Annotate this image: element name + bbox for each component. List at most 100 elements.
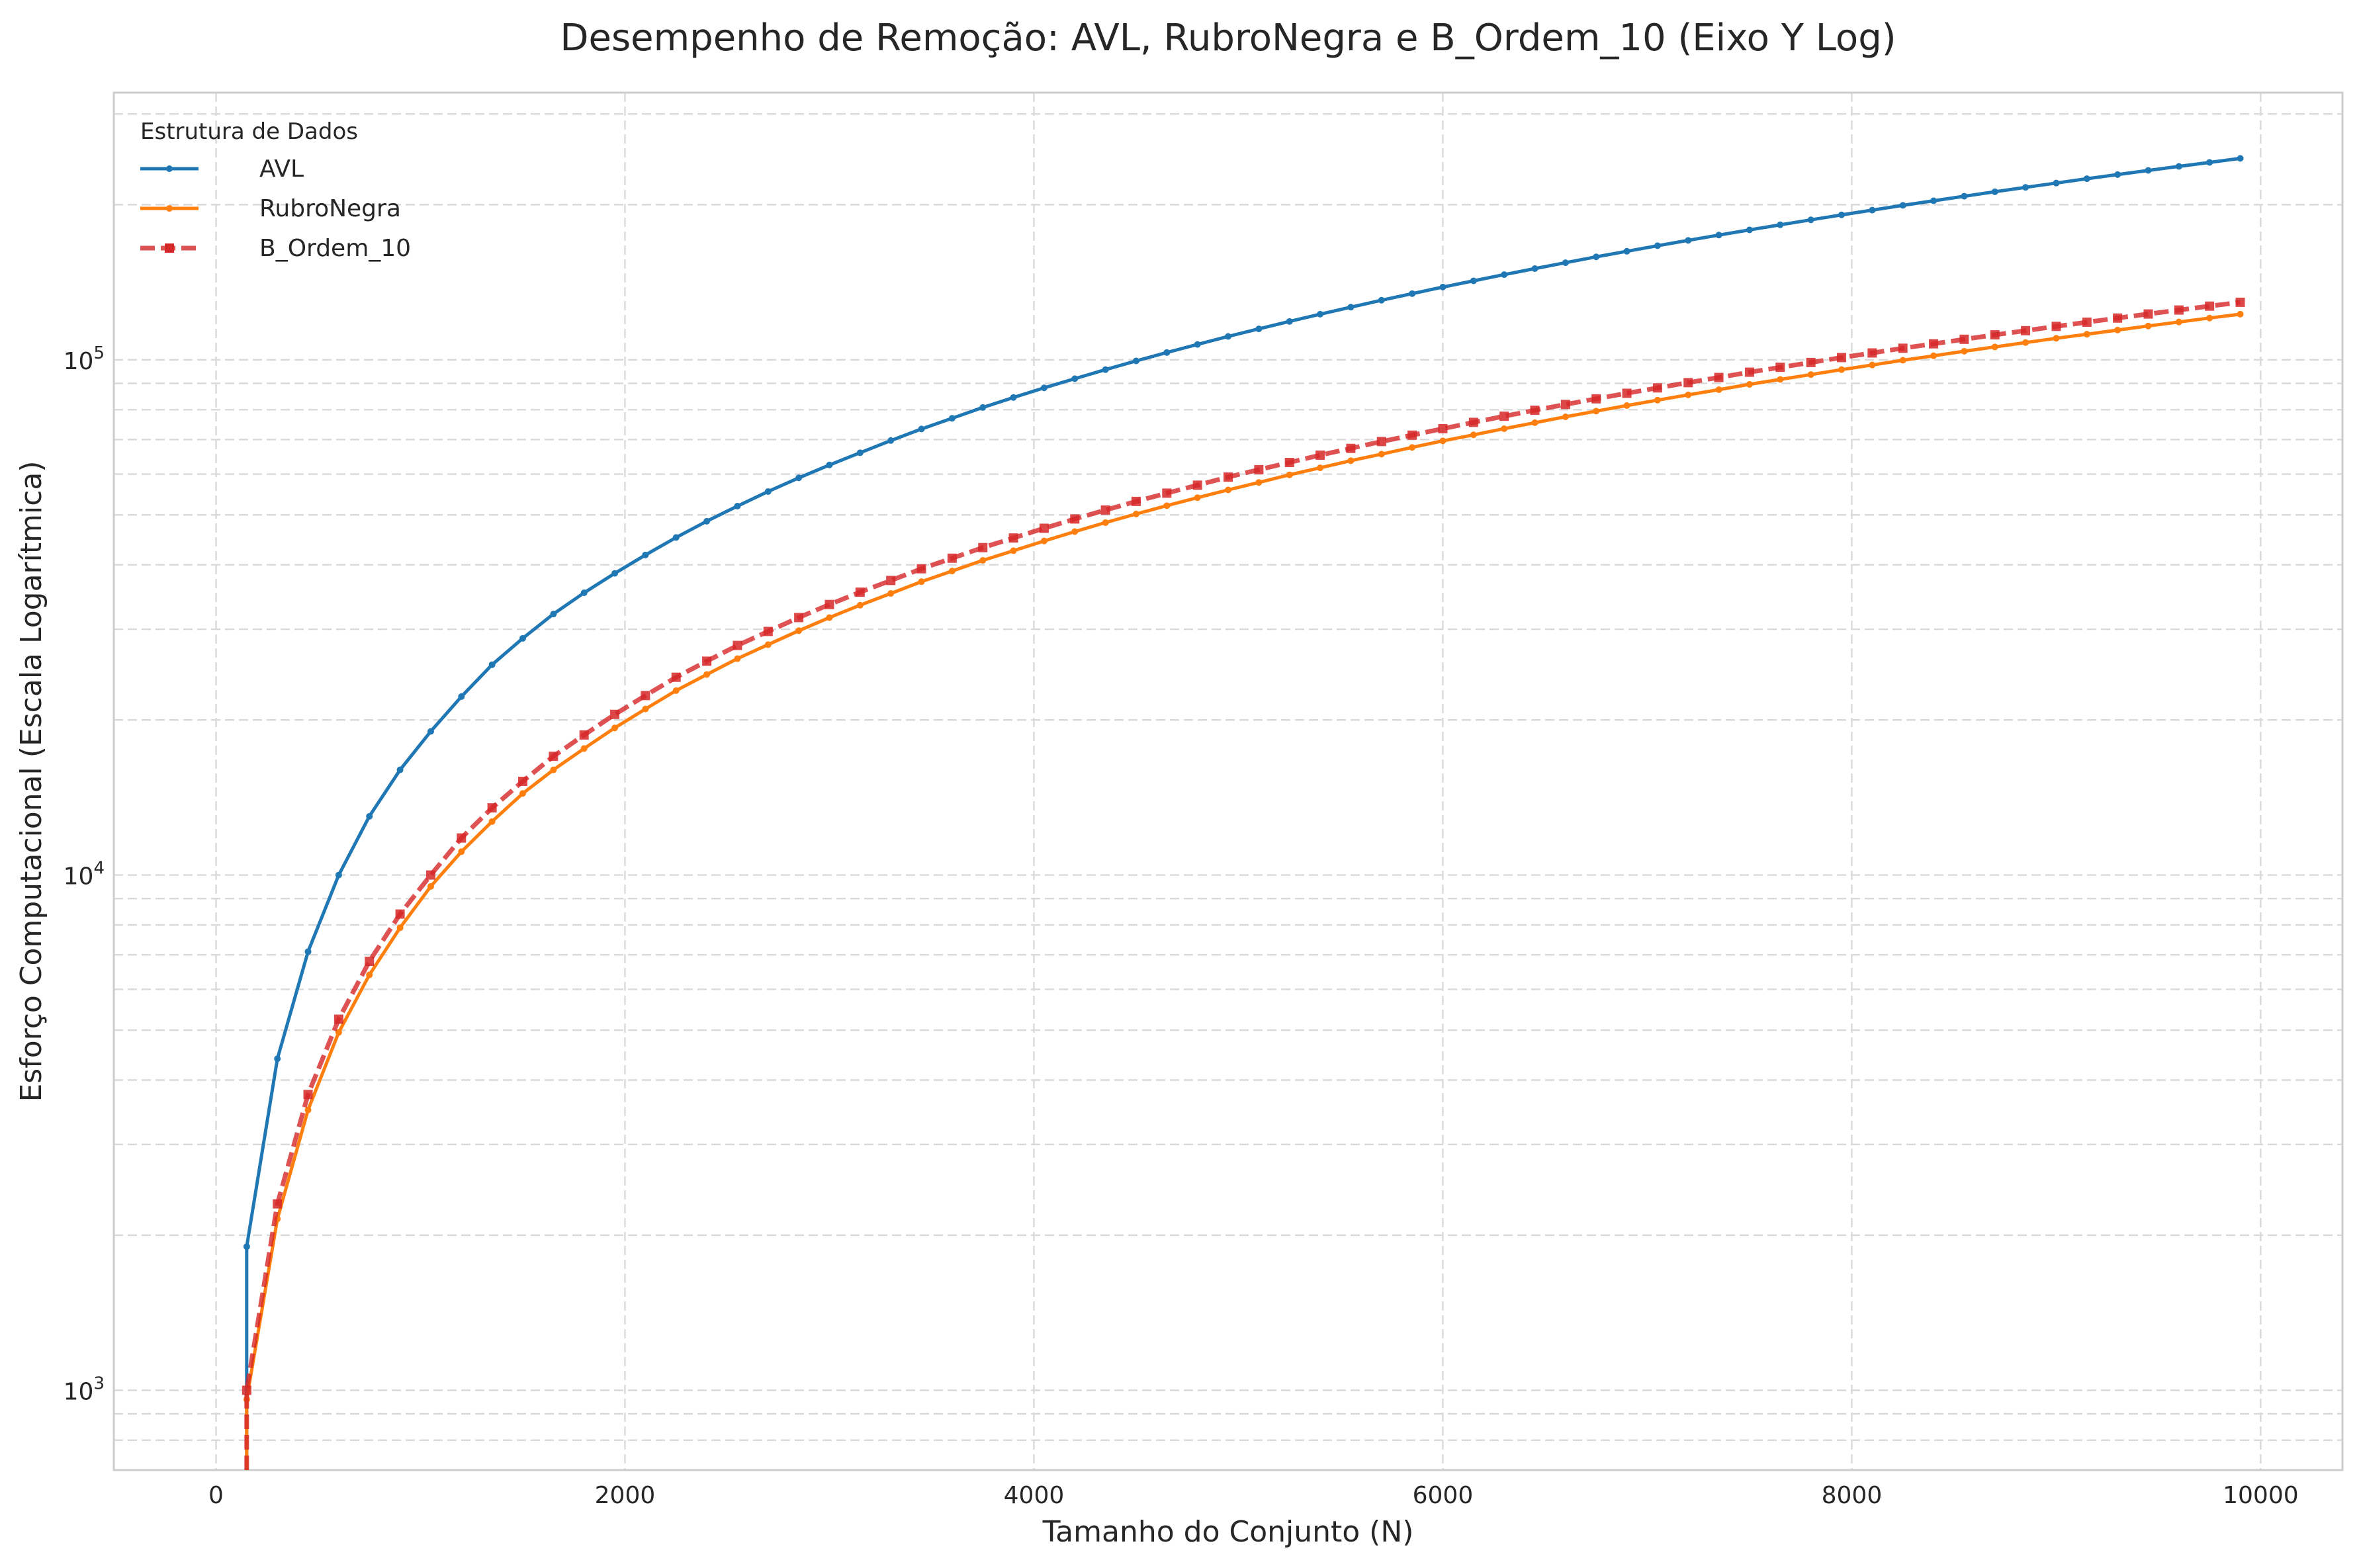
data-point <box>1777 376 1784 383</box>
data-point <box>457 833 467 843</box>
data-point <box>1347 457 1355 464</box>
data-point <box>1652 383 1662 393</box>
data-point <box>948 415 956 422</box>
data-point <box>1100 505 1110 515</box>
data-point <box>610 709 620 719</box>
x-tick-label: 0 <box>208 1482 224 1509</box>
y-axis-label: Esforço Computacional (Escala Logarítmic… <box>15 460 48 1102</box>
data-point <box>947 553 957 563</box>
data-point <box>304 1106 312 1113</box>
data-point <box>672 534 680 541</box>
data-point <box>1468 417 1478 427</box>
data-point <box>1867 348 1877 358</box>
data-point <box>856 601 864 609</box>
data-point <box>396 924 404 932</box>
data-point <box>1071 528 1079 535</box>
data-point <box>335 1029 342 1036</box>
legend-label: AVL <box>259 155 304 183</box>
data-point <box>1838 211 1845 218</box>
legend-label: B_Ordem_10 <box>259 235 411 262</box>
series-B_Ordem_10 <box>242 297 2245 1470</box>
x-tick-label: 6000 <box>1413 1482 1474 1509</box>
series-layer <box>242 155 2245 1470</box>
data-point <box>488 661 496 668</box>
data-point <box>487 803 497 813</box>
data-point <box>1409 444 1416 451</box>
data-point <box>1010 547 1017 554</box>
data-point <box>1715 386 1722 393</box>
data-point <box>1654 242 1661 249</box>
data-point <box>979 557 987 564</box>
data-point <box>794 613 804 623</box>
data-point <box>703 517 711 525</box>
data-point <box>2206 159 2213 166</box>
x-tick-label: 4000 <box>1004 1482 1065 1509</box>
data-point <box>2174 305 2184 315</box>
data-point <box>517 776 527 786</box>
x-tick-label: 10000 <box>2223 1482 2299 1509</box>
legend-item-AVL: AVL <box>140 155 304 183</box>
data-point <box>2206 314 2213 322</box>
data-point <box>1286 318 1293 325</box>
data-point <box>1225 486 1231 494</box>
data-point <box>916 564 926 574</box>
data-point <box>1284 458 1294 468</box>
data-point <box>242 1385 251 1395</box>
data-point <box>2237 310 2244 318</box>
data-point <box>335 871 342 879</box>
data-point <box>2022 184 2029 191</box>
data-point <box>2083 331 2090 338</box>
data-point <box>1224 472 1233 482</box>
data-point <box>274 1055 281 1063</box>
data-point <box>1777 221 1784 228</box>
data-point <box>1192 480 1202 490</box>
data-point <box>703 671 711 678</box>
data-point <box>671 672 681 682</box>
chart-title: Desempenho de Remoção: AVL, RubroNegra e… <box>560 17 1896 60</box>
data-point <box>764 488 772 495</box>
data-point <box>1654 396 1661 404</box>
data-point <box>1439 437 1447 445</box>
data-point <box>1010 394 1017 401</box>
data-point <box>1376 437 1386 447</box>
legend-item-RubroNegra: RubroNegra <box>140 195 401 222</box>
data-point <box>886 576 896 586</box>
data-point <box>2051 322 2061 331</box>
data-point <box>2205 301 2215 311</box>
data-point <box>2175 318 2182 326</box>
data-point <box>1775 363 1785 372</box>
legend-marker <box>166 165 173 172</box>
data-point <box>764 641 772 648</box>
data-point <box>1593 408 1600 415</box>
data-point <box>1194 494 1201 501</box>
series-line <box>244 300 2241 1470</box>
data-point <box>550 766 557 773</box>
x-tick-label: 8000 <box>1822 1482 1883 1509</box>
data-point <box>488 818 496 825</box>
data-point <box>1991 188 1998 195</box>
data-point <box>550 611 557 618</box>
series-line <box>245 312 2241 1470</box>
data-point <box>887 437 895 444</box>
data-point <box>826 461 833 468</box>
data-point <box>1040 384 1047 392</box>
legend-marker <box>166 205 173 212</box>
data-point <box>1071 375 1079 382</box>
data-point <box>1163 349 1171 356</box>
data-point <box>734 502 741 509</box>
data-point <box>395 909 405 919</box>
data-point <box>1501 425 1508 432</box>
data-point <box>1132 510 1139 517</box>
data-point <box>1869 361 1876 369</box>
data-point <box>366 812 373 820</box>
data-point <box>1439 283 1447 290</box>
data-point <box>2022 339 2029 346</box>
data-point <box>1378 451 1385 458</box>
data-point <box>1255 326 1263 333</box>
plot-frame <box>112 91 2344 1471</box>
data-point <box>642 705 649 713</box>
data-point <box>396 766 404 773</box>
data-point <box>1531 265 1538 272</box>
data-point <box>1194 341 1201 348</box>
data-point <box>1163 502 1171 509</box>
